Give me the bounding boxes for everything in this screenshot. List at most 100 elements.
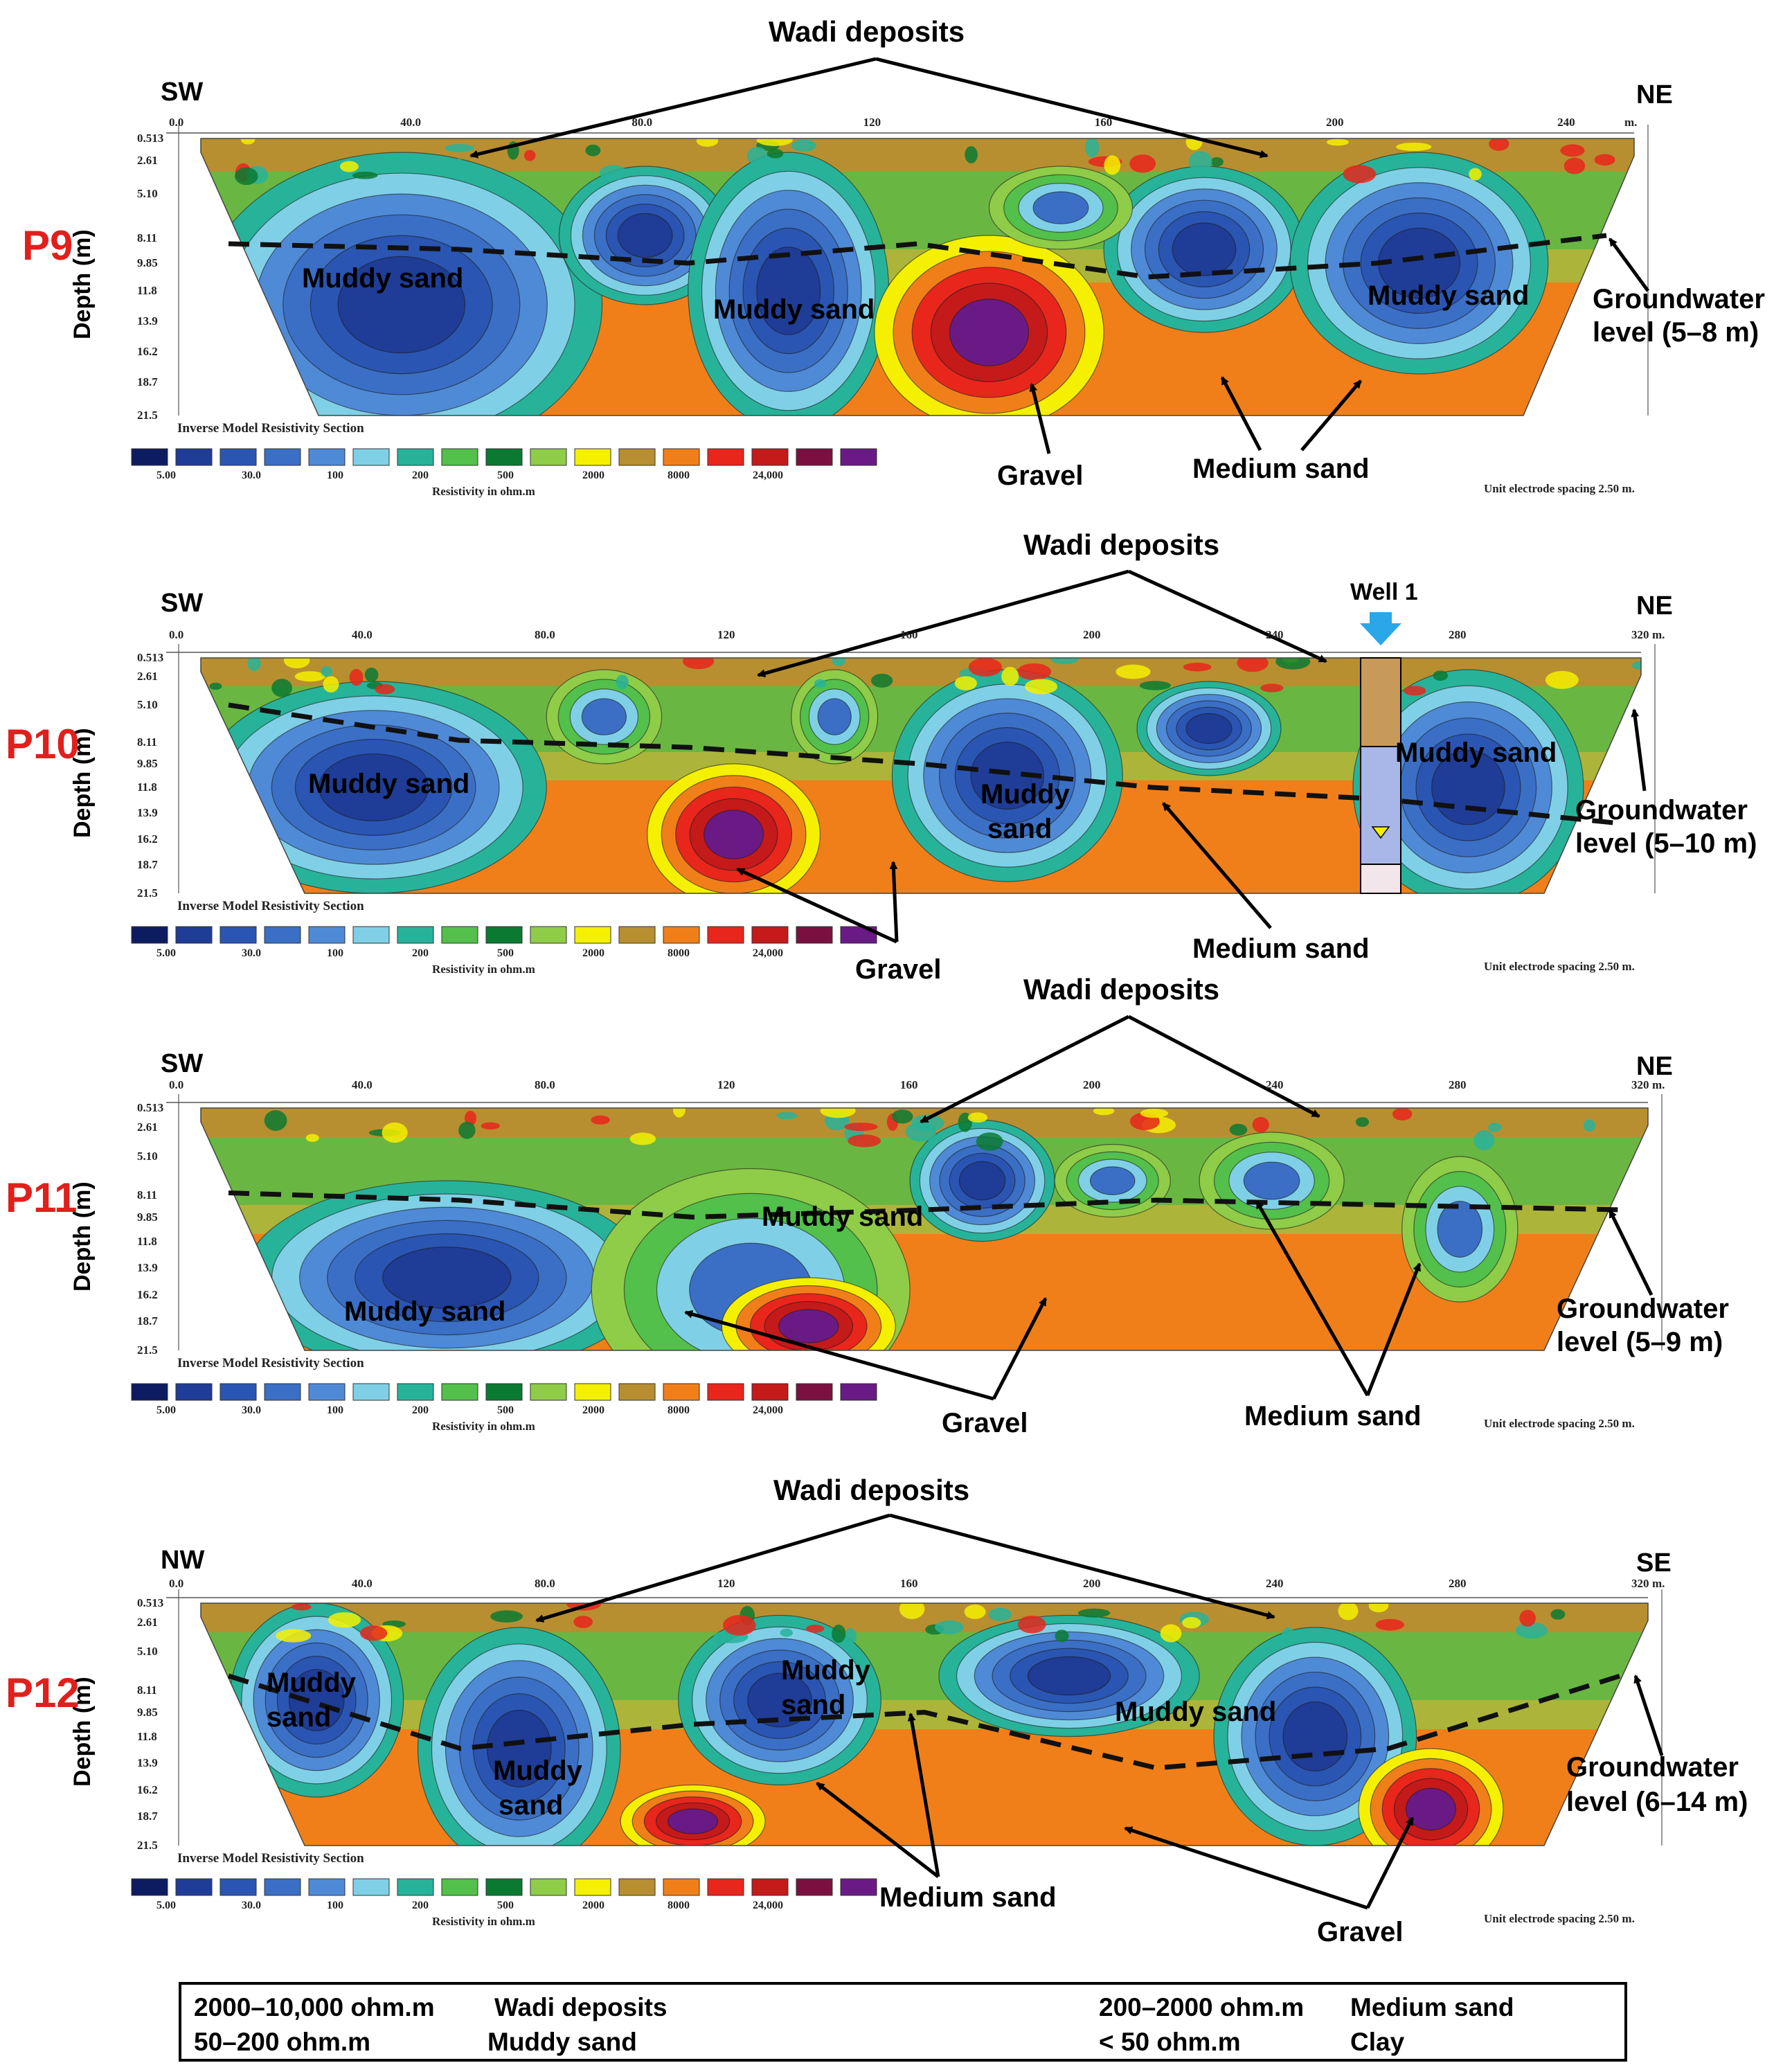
colour-bar-swatch [175, 1383, 213, 1401]
depth-tick-label: 16.2 [137, 1287, 158, 1301]
electrode-spacing-label: Unit electrode spacing 2.50 m. [1484, 1417, 1635, 1430]
muddy-sand-label: Muddy sand [1368, 280, 1530, 311]
resistivity-unit-label: Resistivity in ohm.m [432, 1915, 535, 1928]
annotation-arrow [1127, 1015, 1320, 1118]
x-tick-label: 160 [900, 1577, 918, 1590]
left-direction-label: SW [161, 78, 204, 107]
scale-label: 500 [497, 1404, 514, 1416]
muddy-sand-label: Muddy sand [302, 263, 464, 294]
x-tick-label: 280 [1449, 1078, 1467, 1091]
scale-label: 500 [497, 470, 514, 481]
x-tick-label: 280 [1449, 1577, 1467, 1590]
x-tick-label: 80.0 [535, 1577, 555, 1590]
annotation-arrow [889, 1513, 1275, 1620]
x-tick-label: 200 [1083, 1577, 1101, 1590]
medium-sand-label: Medium sand [1192, 934, 1370, 964]
panel-id-label: P9 [22, 222, 73, 269]
annotation-arrow [736, 867, 898, 944]
colour-bar-swatch [441, 1878, 478, 1896]
colour-bar-swatch [618, 926, 656, 944]
section-p10 [131, 644, 1656, 944]
x-tick-label: 200 [1083, 1078, 1101, 1091]
depth-tick-label: 16.2 [137, 832, 158, 846]
depth-tick-label: 5.10 [137, 1645, 158, 1658]
muddy-sand-label: Muddy sand [308, 769, 470, 799]
right-direction-label: NE [1636, 80, 1673, 109]
x-tick-label: 240 [1266, 628, 1284, 641]
depth-tick-label: 21.5 [137, 886, 158, 900]
colour-bar-swatch [441, 1383, 478, 1401]
wadi-deposits-label: Wadi deposits [1023, 528, 1220, 561]
x-unit-label: m. [1624, 116, 1638, 129]
colour-bar-swatch [751, 926, 789, 944]
depth-tick-label: 5.10 [137, 187, 158, 200]
scale-label: 24,000 [753, 1900, 783, 1911]
depth-tick-label: 0.513 [137, 1101, 164, 1114]
colour-bar-swatch [485, 448, 523, 466]
right-direction-label: SE [1636, 1548, 1672, 1578]
depth-tick-label: 2.61 [137, 154, 158, 167]
annotation-arrow [875, 57, 1269, 159]
depth-tick-label: 13.9 [137, 314, 158, 328]
scale-label: 8000 [667, 1404, 690, 1416]
section-title: Inverse Model Resistivity Section [177, 899, 364, 913]
depth-tick-label: 16.2 [137, 1783, 158, 1796]
right-direction-label: NE [1636, 591, 1673, 620]
x-tick-label: 160 [900, 1078, 918, 1091]
gravel-label: Gravel [997, 461, 1084, 491]
scale-label: 5.00 [156, 1900, 176, 1911]
annotation-arrow [1162, 802, 1272, 929]
groundwater-level-label: level (6–14 m) [1566, 1787, 1748, 1817]
depth-tick-label: 18.7 [137, 1810, 158, 1823]
colour-bar-swatch [663, 448, 700, 466]
colour-bar-swatch [397, 1878, 434, 1896]
medium-sand-label: Medium sand [1192, 454, 1370, 484]
depth-tick-label: 11.8 [137, 780, 157, 794]
summary-unit-1: Wadi deposits [494, 1993, 667, 2021]
well-log-column [1360, 657, 1401, 894]
section-title: Inverse Model Resistivity Section [177, 1356, 364, 1370]
scale-label: 100 [327, 470, 343, 481]
scale-label: 8000 [667, 470, 690, 481]
annotation-arrow [469, 57, 877, 159]
scale-label: 2000 [582, 947, 604, 959]
x-tick-label: 120 [717, 1078, 735, 1091]
resistivity-colour-bar [131, 1878, 877, 1896]
annotation-arrow [1255, 1200, 1370, 1397]
colour-bar-swatch [663, 1383, 700, 1401]
left-direction-label: SW [161, 589, 204, 618]
x-tick-label: 120 [863, 116, 881, 129]
right-direction-label: NE [1636, 1052, 1673, 1081]
x-tick-label: 80.0 [535, 628, 555, 641]
muddy-sand-label: Muddy [267, 1668, 356, 1698]
depth-tick-label: 13.9 [137, 1261, 158, 1274]
colour-bar-swatch [574, 1878, 611, 1896]
groundwater-level-label: level (5–9 m) [1557, 1327, 1723, 1357]
scale-label: 30.0 [242, 1404, 261, 1416]
annotation-arrow [992, 1297, 1048, 1400]
x-tick-label: 0.0 [169, 1078, 184, 1091]
colour-bar-swatch [751, 448, 789, 466]
colour-bar-swatch [131, 1383, 168, 1401]
x-tick-label: 80.0 [535, 1078, 555, 1091]
scale-label: 200 [412, 1900, 429, 1911]
wadi-deposits-label: Wadi deposits [1023, 973, 1220, 1006]
colour-bar-swatch [175, 448, 213, 466]
colour-bar-swatch [618, 448, 656, 466]
scale-label: 200 [412, 470, 429, 481]
depth-tick-label: 5.10 [137, 1150, 158, 1163]
colour-bar-swatch [530, 1383, 567, 1401]
groundwater-label: Groundwater [1557, 1294, 1729, 1324]
scale-label: 24,000 [753, 1404, 783, 1416]
depth-tick-label: 13.9 [137, 806, 158, 820]
groundwater-level-label: level (5–10 m) [1575, 828, 1757, 859]
x-tick-label: 240 [1557, 116, 1575, 129]
colour-bar-swatch [796, 926, 833, 944]
colour-bar-swatch [352, 448, 390, 466]
depth-tick-label: 11.8 [137, 1234, 157, 1248]
colour-bar-swatch [485, 926, 523, 944]
resistivity-unit-label: Resistivity in ohm.m [432, 485, 535, 498]
muddy-sand-label: sand [987, 814, 1052, 844]
scale-label: 200 [412, 1404, 429, 1416]
